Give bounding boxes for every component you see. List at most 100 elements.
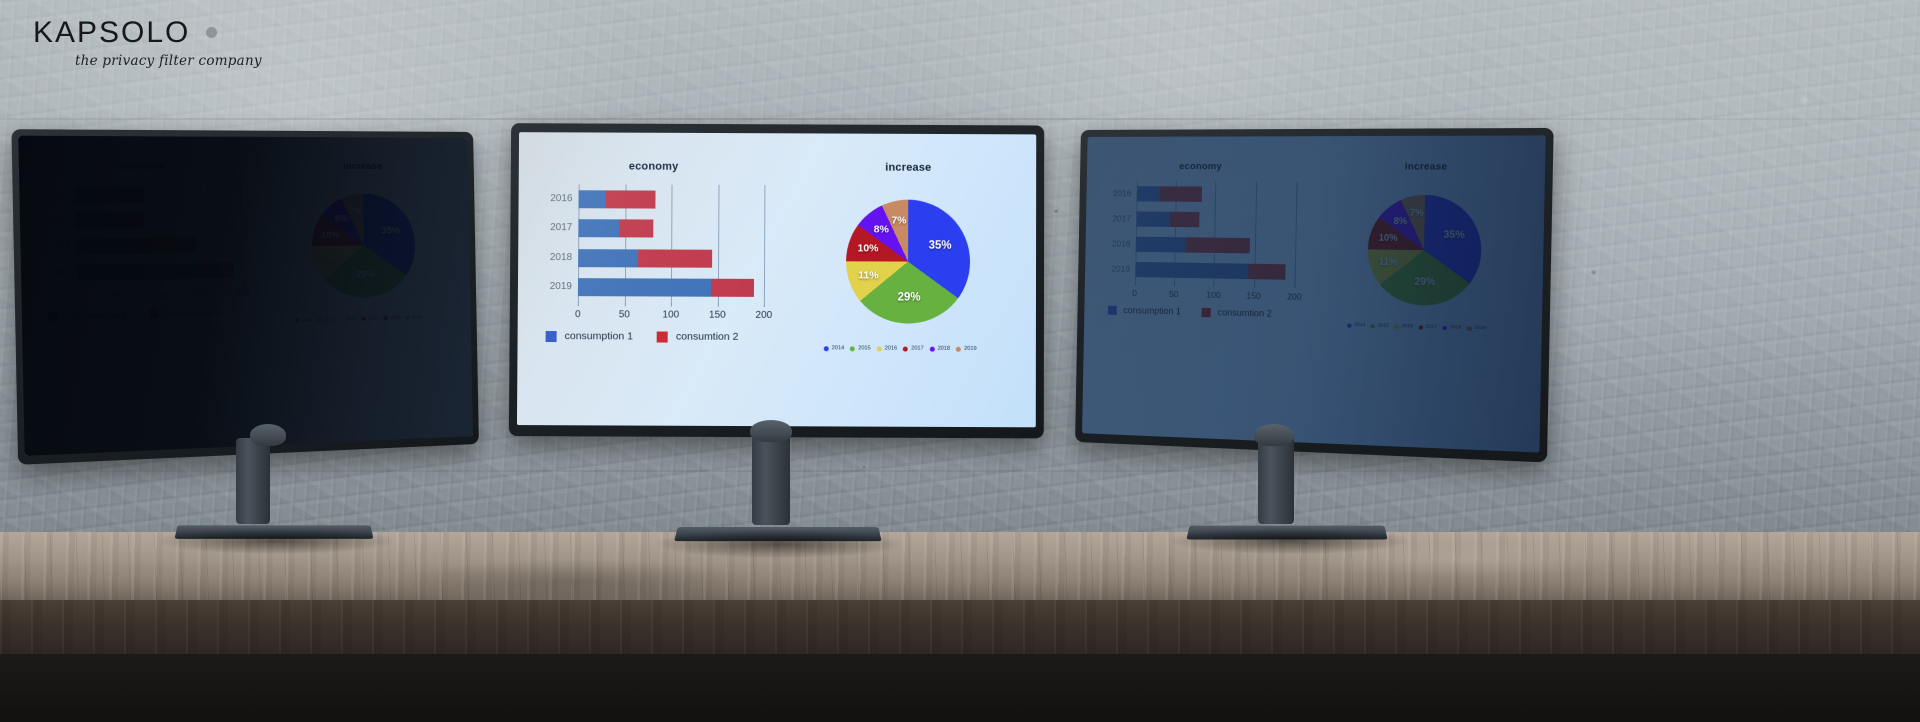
bar-row[interactable] [1134, 261, 1286, 280]
bar-legend-item[interactable]: consumtion 2 [656, 330, 739, 343]
bar-segment-consumption-2 [112, 212, 144, 229]
pie-legend-dot [1442, 325, 1448, 331]
pie-legend-dot [1346, 323, 1352, 328]
bar-segment-consumption-1 [75, 212, 113, 229]
slide-center: economy 2016 2017 2018 2019 0 50 100 150 200 [516, 132, 1037, 428]
bar-chart-title: economy [119, 160, 165, 172]
bar-segment-consumption-2 [605, 190, 656, 209]
pie-chart-legend: 2014 2015 2016 2017 2018 [1346, 323, 1512, 332]
pie-chart-title: increase [343, 160, 383, 172]
bar-row[interactable] [75, 212, 144, 229]
bar-x-tick-label: 150 [1246, 289, 1262, 301]
bar-x-tick-label: 0 [74, 291, 80, 302]
bar-row[interactable] [1135, 236, 1250, 254]
bar-segment-consumption-1 [76, 262, 196, 281]
bar-gridline [763, 185, 766, 303]
monitor-center: economy 2016 2017 2018 2019 0 50 100 150 200 [508, 123, 1045, 439]
pie-legend-label: 2017 [368, 315, 379, 321]
monitor-left: economy 2016 2017 2018 2019 0 50 100 150 200 [11, 129, 479, 465]
pie-legend-item[interactable]: 2015 [850, 345, 871, 352]
pie-legend-dot [383, 315, 388, 320]
pie-legend-dot [1466, 326, 1472, 331]
pie-legend-item[interactable]: 2017 [903, 346, 924, 352]
pie-legend-item[interactable]: 2019 [405, 314, 422, 320]
pie-chart-title: increase [1404, 160, 1448, 172]
bar-chart-legend: consumption 1 consumtion 2 [545, 330, 786, 343]
pie-slices [1367, 194, 1483, 307]
pie-legend-item[interactable]: 2014 [1346, 323, 1365, 328]
monitor-right-screen[interactable]: economy 2016 2017 2018 2019 0 50 100 150 200 [1082, 135, 1546, 453]
monitor-left-stand-joint [250, 424, 286, 446]
pie-legend-dot [823, 345, 829, 351]
pie-legend-item[interactable]: 2018 [1442, 325, 1461, 331]
monitor-left-screen[interactable]: economy 2016 2017 2018 2019 0 50 100 150 200 [18, 135, 473, 456]
pie-legend-item[interactable]: 2017 [1418, 324, 1437, 330]
bar-row[interactable] [1135, 211, 1200, 228]
bar-legend-swatch [47, 311, 59, 322]
pie-legend-item[interactable]: 2019 [956, 345, 977, 352]
pie-legend-item[interactable]: 2018 [383, 315, 401, 320]
pie-legend-dot [317, 317, 322, 322]
bar-segment-consumption-1 [74, 186, 100, 203]
bar-row[interactable] [578, 219, 654, 238]
pie-legend-item[interactable]: 2016 [876, 345, 897, 352]
bar-x-tick-label: 200 [235, 288, 250, 299]
pie-slice-label: 35% [1443, 229, 1465, 242]
bar-x-tick-label: 0 [574, 309, 581, 321]
wall-seam [0, 118, 1920, 120]
pie-slice-label: 35% [380, 225, 401, 237]
monitor-center-stand-neck [752, 431, 790, 525]
pie-legend-item[interactable]: 2017 [361, 315, 379, 321]
pie-legend-dot [339, 316, 344, 322]
pie-legend-label: 2014 [831, 345, 845, 352]
pie-legend-item[interactable]: 2018 [929, 346, 950, 352]
bar-row[interactable] [577, 278, 754, 298]
bar-row[interactable] [1136, 186, 1202, 202]
bar-legend-item[interactable]: consumption 1 [1107, 305, 1181, 317]
bar-category-label: 2019 [1111, 263, 1131, 275]
pie-legend-item[interactable]: 2014 [294, 317, 312, 323]
bar-legend-item[interactable]: consumtion 2 [1201, 307, 1272, 319]
bar-x-tickmark [717, 302, 719, 307]
pie-chart-legend: 2014 2015 2016 2017 2018 [823, 345, 1004, 352]
bar-legend-swatch [656, 330, 669, 343]
bar-legend-item[interactable]: consumption 1 [47, 309, 127, 322]
pie-legend-item[interactable]: 2015 [1370, 323, 1389, 329]
bar-row[interactable] [74, 186, 145, 203]
pie-legend-label: 2019 [964, 345, 977, 352]
pie-legend-item[interactable]: 2016 [1394, 324, 1413, 330]
pie-legend-dot [361, 316, 366, 321]
monitor-center-screen[interactable]: economy 2016 2017 2018 2019 0 50 100 150 200 [516, 132, 1037, 428]
bar-row[interactable] [578, 248, 713, 268]
bar-legend-swatch [1107, 305, 1117, 315]
pie-legend-item[interactable]: 2019 [1466, 326, 1486, 332]
monitor-center-stand-shadow [656, 530, 902, 558]
pie-chart[interactable] [845, 199, 971, 324]
pie-slice-label: 8% [1393, 215, 1408, 227]
pie-legend-label: 2015 [858, 345, 871, 352]
pie-legend-dot [1418, 324, 1424, 330]
pie-legend-dot [929, 346, 935, 352]
bar-row[interactable] [76, 262, 234, 281]
bar-legend-item[interactable]: consumtion 2 [148, 307, 221, 319]
bar-chart-legend: consumption 1 consumtion 2 [1107, 305, 1313, 320]
bar-category-label: 2016 [550, 192, 573, 204]
pie-chart[interactable] [1367, 194, 1483, 307]
pie-legend-item[interactable]: 2015 [317, 317, 335, 323]
bar-segment-consumption-2 [1185, 237, 1250, 254]
pie-legend-dot [903, 346, 909, 352]
bar-legend-swatch [148, 309, 159, 319]
bar-row[interactable] [75, 237, 197, 255]
pie-legend-dot [850, 345, 856, 351]
pie-chart[interactable] [311, 192, 417, 299]
bar-row[interactable] [578, 190, 656, 209]
pie-legend-item[interactable]: 2014 [823, 345, 845, 352]
bar-segment-consumption-2 [1248, 263, 1286, 280]
bar-legend-item[interactable]: consumption 1 [545, 330, 633, 342]
bar-legend-label: consumtion 2 [675, 330, 739, 343]
bar-x-tick-label: 200 [1286, 290, 1302, 302]
pie-legend-item[interactable]: 2016 [339, 316, 357, 322]
pie-legend-dot [1394, 324, 1399, 329]
bar-chart-plot [577, 184, 766, 303]
